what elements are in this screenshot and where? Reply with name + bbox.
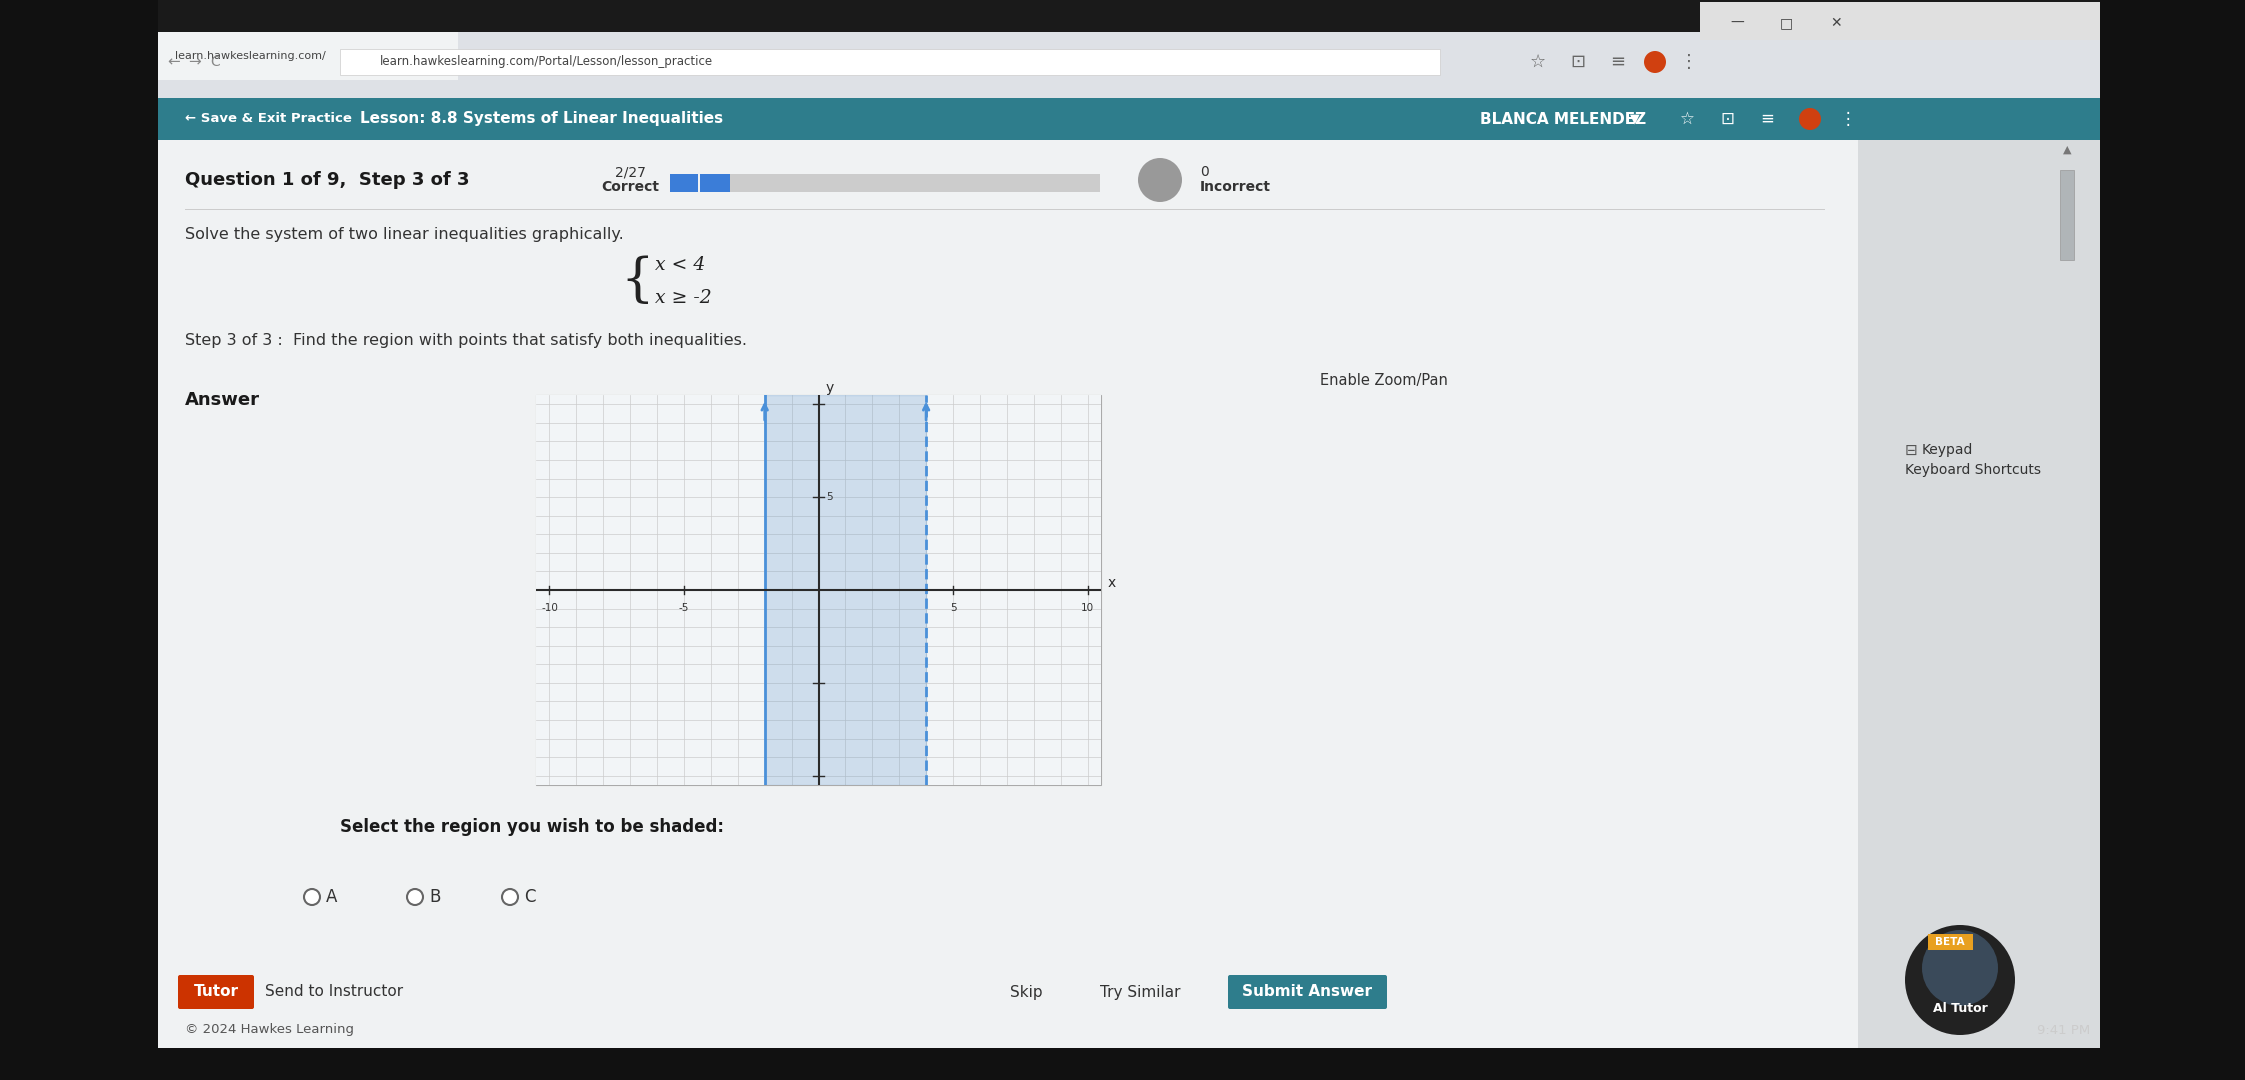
Text: →: → [189, 54, 200, 69]
Bar [0, 0, 157, 1080]
Text: Al Tutor: Al Tutor [1933, 1001, 1987, 1014]
Text: Question 1 of 9,  Step 3 of 3: Question 1 of 9, Step 3 of 3 [184, 171, 469, 189]
Bar [1928, 934, 1973, 950]
Text: x ≥ -2: x ≥ -2 [656, 289, 712, 307]
Text: ⊡: ⊡ [1720, 110, 1733, 129]
Text: Enable Zoom/Pan: Enable Zoom/Pan [1320, 373, 1448, 388]
Bar [157, 140, 2099, 1048]
Text: Answer: Answer [184, 391, 260, 409]
Text: Solve the system of two linear inequalities graphically.: Solve the system of two linear inequalit… [184, 228, 624, 243]
Text: Keyboard Shortcuts: Keyboard Shortcuts [1906, 463, 2041, 477]
Text: Lesson: 8.8 Systems of Linear Inequalities: Lesson: 8.8 Systems of Linear Inequaliti… [359, 111, 723, 126]
Bar [1859, 140, 2099, 1048]
Bar [157, 98, 2099, 140]
Circle shape [503, 889, 519, 905]
Text: y: y [826, 380, 833, 394]
Circle shape [1922, 930, 1998, 1005]
Bar [537, 395, 1100, 785]
Text: ⋮: ⋮ [1679, 53, 1697, 71]
Text: ☆: ☆ [1531, 53, 1547, 71]
Text: ⋮: ⋮ [1841, 110, 1857, 129]
Text: Step 3 of 3 :  Find the region with points that satisfy both inequalities.: Step 3 of 3 : Find the region with point… [184, 333, 748, 348]
Bar [157, 140, 1859, 1048]
Text: © 2024 Hawkes Learning: © 2024 Hawkes Learning [184, 1024, 355, 1037]
Text: ✕: ✕ [1830, 16, 1841, 30]
Circle shape [1643, 51, 1666, 73]
Circle shape [406, 889, 422, 905]
Circle shape [303, 889, 321, 905]
Bar [2061, 170, 2074, 260]
Text: learn.hawkeslearning.com/: learn.hawkeslearning.com/ [175, 51, 326, 60]
Bar [157, 32, 2099, 100]
Text: ▲: ▲ [2063, 145, 2072, 156]
Text: Correct: Correct [602, 180, 660, 194]
Text: ⊟: ⊟ [1906, 443, 1917, 458]
Text: C: C [523, 888, 537, 906]
Text: 2/27: 2/27 [615, 165, 647, 179]
Bar [2099, 0, 2245, 1080]
Text: B: B [429, 888, 440, 906]
Text: C: C [211, 55, 220, 69]
FancyBboxPatch shape [1228, 975, 1387, 1009]
Text: 9:41 PM: 9:41 PM [2036, 1024, 2090, 1037]
Text: BLANCA MELENDEZ: BLANCA MELENDEZ [1479, 111, 1646, 126]
Text: x < 4: x < 4 [656, 256, 705, 274]
Text: ≡: ≡ [1610, 53, 1625, 71]
Bar [700, 174, 1100, 192]
Text: A: A [326, 888, 337, 906]
Text: -5: -5 [678, 603, 689, 613]
Text: Skip: Skip [1010, 985, 1042, 999]
Text: 0: 0 [1201, 165, 1208, 179]
Text: x: x [1107, 576, 1116, 590]
Text: Incorrect: Incorrect [1201, 180, 1271, 194]
Text: □: □ [1780, 16, 1794, 30]
Text: ≡: ≡ [1760, 110, 1774, 129]
Text: Send to Instructor: Send to Instructor [265, 985, 404, 999]
Bar [1699, 2, 2099, 40]
Text: Select the region you wish to be shaded:: Select the region you wish to be shaded: [339, 818, 723, 836]
Bar [700, 174, 730, 192]
Text: ← Save & Exit Practice: ← Save & Exit Practice [184, 112, 352, 125]
Text: ⊡: ⊡ [1569, 53, 1585, 71]
Text: ☆: ☆ [1679, 110, 1695, 129]
Text: 10: 10 [1082, 603, 1093, 613]
Text: ←: ← [166, 54, 180, 69]
Text: learn.hawkeslearning.com/Portal/Lesson/lesson_practice: learn.hawkeslearning.com/Portal/Lesson/l… [379, 55, 714, 68]
Bar [766, 395, 927, 785]
Text: ▼: ▼ [1630, 112, 1639, 125]
Bar [339, 49, 1439, 75]
Circle shape [1906, 924, 2016, 1035]
Circle shape [1138, 158, 1183, 202]
Text: Try Similar: Try Similar [1100, 985, 1181, 999]
Text: Tutor: Tutor [193, 985, 238, 999]
Text: 5: 5 [950, 603, 956, 613]
Text: -10: -10 [541, 603, 559, 613]
Text: —: — [1731, 16, 1744, 30]
Bar [0, 1048, 2245, 1080]
Text: 5: 5 [826, 492, 833, 502]
Bar [157, 32, 458, 80]
Bar [669, 174, 698, 192]
Text: Keypad: Keypad [1922, 443, 1973, 457]
Text: BETA: BETA [1935, 937, 1964, 947]
FancyBboxPatch shape [177, 975, 254, 1009]
Circle shape [1798, 108, 1821, 130]
Text: {: { [620, 255, 653, 306]
Text: Submit Answer: Submit Answer [1241, 985, 1372, 999]
